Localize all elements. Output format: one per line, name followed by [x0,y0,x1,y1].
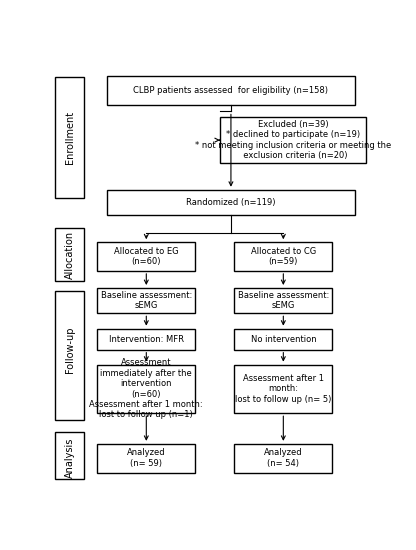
Text: Randomized (n=119): Randomized (n=119) [186,198,276,207]
FancyBboxPatch shape [234,242,332,271]
FancyBboxPatch shape [234,288,332,314]
Text: No intervention: No intervention [250,334,316,344]
Text: Assessment
immediately after the
intervention
(n=60)
Assessment after 1 month:
l: Assessment immediately after the interve… [89,359,203,420]
FancyBboxPatch shape [234,328,332,350]
Text: Intervention: MFR: Intervention: MFR [109,334,184,344]
FancyBboxPatch shape [97,444,196,472]
Text: Assessment after 1
month:
lost to follow up (n= 5): Assessment after 1 month: lost to follow… [235,374,332,404]
FancyBboxPatch shape [55,432,84,479]
Text: Excluded (n=39)
* declined to participate (n=19)
* not meeting inclusion criteri: Excluded (n=39) * declined to participat… [195,120,391,160]
Text: Analysis: Analysis [65,438,75,478]
FancyBboxPatch shape [55,76,84,197]
FancyBboxPatch shape [234,444,332,472]
Text: Enrollment: Enrollment [65,111,75,164]
FancyBboxPatch shape [220,117,366,163]
FancyBboxPatch shape [107,76,355,105]
FancyBboxPatch shape [55,228,84,281]
Text: Follow-up: Follow-up [65,327,75,373]
FancyBboxPatch shape [97,365,196,413]
FancyBboxPatch shape [107,190,355,215]
Text: Allocation: Allocation [65,230,75,278]
Text: Baseline assessment:
sEMG: Baseline assessment: sEMG [238,291,329,310]
Text: Allocated to CG
(n=59): Allocated to CG (n=59) [251,247,316,266]
FancyBboxPatch shape [97,328,196,350]
FancyBboxPatch shape [97,288,196,314]
FancyBboxPatch shape [97,242,196,271]
FancyBboxPatch shape [55,292,84,420]
Text: Analyzed
(n= 59): Analyzed (n= 59) [127,448,166,468]
Text: Baseline assessment:
sEMG: Baseline assessment: sEMG [101,291,192,310]
Text: Allocated to EG
(n=60): Allocated to EG (n=60) [114,247,178,266]
Text: Analyzed
(n= 54): Analyzed (n= 54) [264,448,302,468]
Text: CLBP patients assessed  for eligibility (n=158): CLBP patients assessed for eligibility (… [134,86,329,95]
FancyBboxPatch shape [234,365,332,413]
